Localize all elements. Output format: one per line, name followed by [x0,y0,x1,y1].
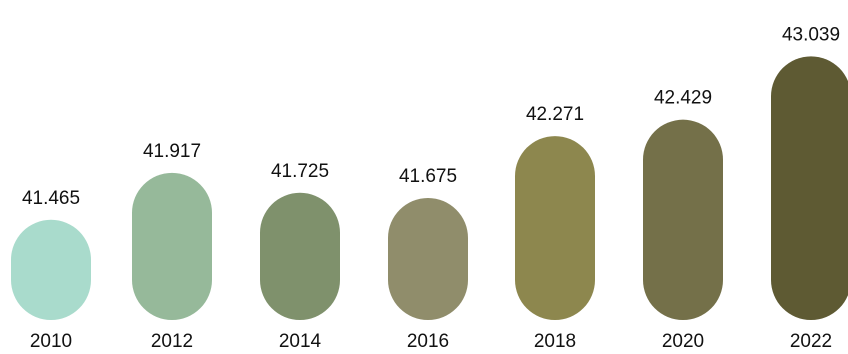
x-tick-label-2016: 2016 [407,331,449,352]
bar-2022 [771,56,848,320]
x-tick-label-2010: 2010 [30,331,72,352]
x-tick-label-2022: 2022 [790,331,832,352]
bar-2014 [260,192,340,320]
value-label-2016: 41.675 [399,166,457,187]
bar-2018 [515,136,595,320]
bar-2012 [132,172,212,320]
bar-2010 [11,219,91,320]
value-label-2012: 41.917 [143,141,201,162]
x-tick-label-2012: 2012 [151,331,193,352]
x-tick-label-2014: 2014 [279,331,322,352]
value-label-2014: 41.725 [271,161,329,182]
value-label-2022: 43.039 [782,24,840,45]
bar-2020 [643,119,723,320]
x-tick-label-2018: 2018 [534,331,576,352]
x-tick-label-2020: 2020 [662,331,704,352]
value-label-2010: 41.465 [22,188,80,209]
value-label-2018: 42.271 [526,104,584,125]
bar-2016 [388,197,468,320]
value-label-2020: 42.429 [654,88,712,109]
